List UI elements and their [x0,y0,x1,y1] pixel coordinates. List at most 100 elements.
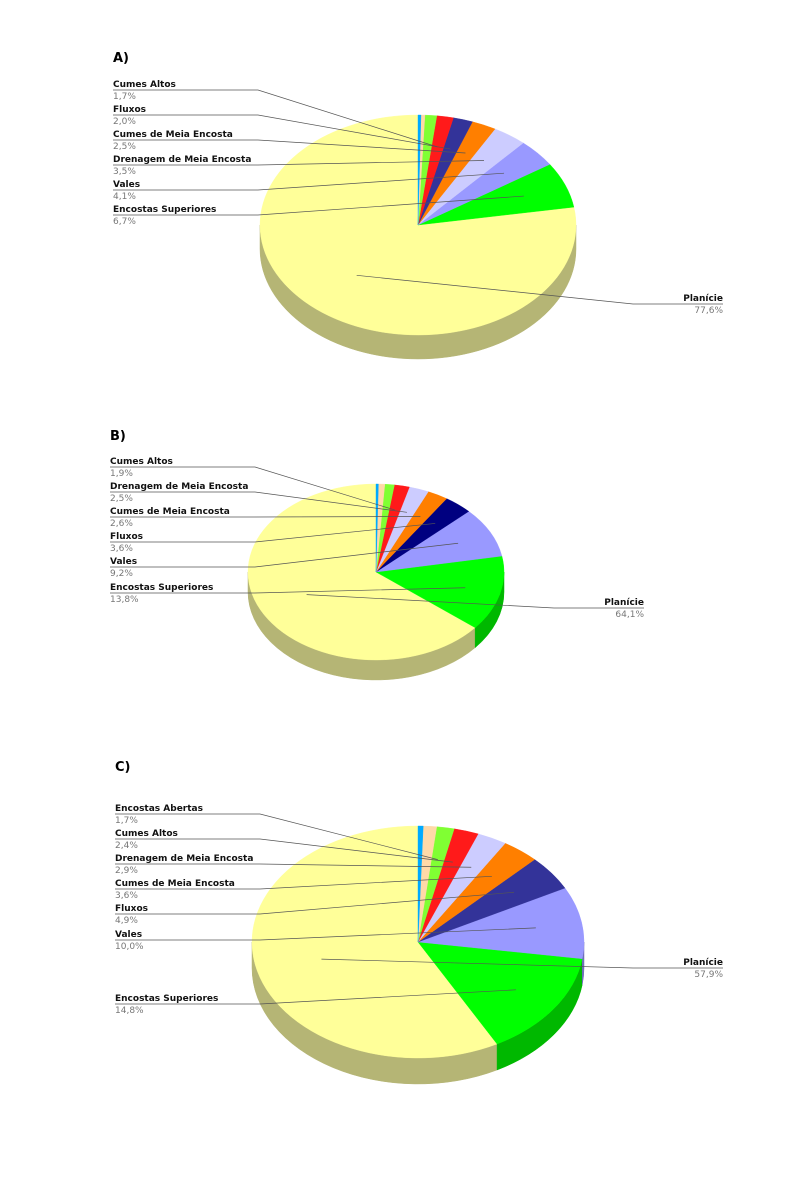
slice-label-cumes-de-meia-encosta: Cumes de Meia Encosta 2,5% [113,130,466,154]
leader-line [110,491,407,513]
category-label: Fluxos [110,532,143,542]
category-label: Vales [110,557,137,567]
value-label: 57,9% [694,970,723,980]
category-label: Planície [683,294,723,304]
value-label: 2,5% [110,494,133,504]
slice-label-vales: Vales 4,1% [113,172,505,202]
slice-label-cumes-altos: Cumes Altos 1,7% [113,80,438,148]
category-label: Cumes de Meia Encosta [113,130,233,140]
category-label: Cumes Altos [113,80,176,90]
pie-slice-encostas-superiores [375,555,505,628]
leader-line [115,863,472,868]
leader-line [113,195,524,216]
category-label: Fluxos [115,904,148,914]
leader-line [113,172,505,191]
slice-label-encostas-superiores: Encostas Superiores 13,8% [110,583,466,605]
leader-line [115,875,492,890]
value-label: 4,9% [115,916,138,926]
slice-label-drenagem-de-meia-encosta: Drenagem de Meia Encosta 2,9% [115,854,472,876]
value-label: 64,1% [615,610,644,620]
pie-slice-minor-9 [417,114,422,226]
value-label: 2,9% [115,866,138,876]
slice-label-fluxos: Fluxos 4,9% [115,891,515,926]
value-label: 6,7% [113,217,136,227]
slice-label-cumes-de-meia-encosta: Cumes de Meia Encosta 2,6% [110,507,421,529]
value-label: 9,2% [110,569,133,579]
category-label: Encostas Superiores [113,205,216,215]
category-label: Planície [604,598,644,608]
pie-slice-planicie [251,825,498,1059]
slice-label-fluxos: Fluxos 3,6% [110,523,436,554]
pie-slice-minor-9 [375,483,379,573]
value-label: 1,7% [113,92,136,102]
leader-line [115,813,438,860]
category-label: Cumes de Meia Encosta [110,507,230,517]
value-label: 2,4% [115,841,138,851]
leader-line [113,89,438,148]
value-label: 1,7% [115,816,138,826]
leader-line [115,989,517,1005]
slice-label-fluxos: Fluxos 2,0% [113,105,451,150]
category-label: Planície [683,958,723,968]
leader-line [110,516,421,518]
pie-chart-1: A) Planície 77,6% Encostas Superiores 6,7% Va… [113,51,723,360]
leader-line [115,838,453,863]
slice-label-encostas-superiores: Encostas Superiores 14,8% [115,989,517,1016]
value-label: 4,1% [113,192,136,202]
leader-line [110,587,466,594]
slice-label-drenagem-de-meia-encosta: Drenagem de Meia Encosta 2,5% [110,482,407,513]
pie-chart-2: B) Planície 64,1% Encostas Superiores 13,8% V… [110,429,644,681]
panel-label: B) [110,429,126,444]
category-label: Encostas Superiores [115,994,218,1004]
leader-line [356,274,723,305]
category-label: Fluxos [113,105,146,115]
category-label: Vales [115,930,142,940]
leader-line [110,466,395,511]
category-label: Cumes Altos [115,829,178,839]
value-label: 13,8% [110,595,139,605]
leader-line [110,523,436,543]
slice-label-cumes-de-meia-encosta: Cumes de Meia Encosta 3,6% [115,875,492,901]
slice-label-planicie: Planície 77,6% [356,274,723,316]
value-label: 2,5% [113,142,136,152]
leader-line [115,891,515,915]
value-label: 3,6% [115,891,138,901]
value-label: 1,9% [110,469,133,479]
value-label: 2,6% [110,519,133,529]
slice-label-cumes-altos: Cumes Altos 1,9% [110,457,395,511]
pie-slice-planicie [247,483,476,661]
category-label: Cumes de Meia Encosta [115,879,235,889]
value-label: 2,0% [113,117,136,127]
slice-label-drenagem-de-meia-encosta: Drenagem de Meia Encosta 3,5% [113,155,485,177]
slice-label-encostas-abertas: Encostas Abertas 1,7% [115,804,438,860]
value-label: 77,6% [694,306,723,316]
slice-label-vales: Vales 10,0% [115,927,536,952]
slice-label-vales: Vales 9,2% [110,542,459,579]
leader-line [110,542,459,568]
category-label: Encostas Superiores [110,583,213,593]
category-label: Encostas Abertas [115,804,203,814]
panel-label: C) [115,760,130,775]
leader-line [321,958,723,969]
leader-line [113,160,485,166]
leader-line [113,114,451,150]
category-label: Drenagem de Meia Encosta [115,854,253,864]
pie-chart-3: C) Planície 57,9% Encostas Superiores 14,8% V… [115,760,723,1085]
category-label: Cumes Altos [110,457,173,467]
category-label: Vales [113,180,140,190]
pie-slice-vales [417,887,585,959]
pie-slice-encostas-superiores [417,941,583,1045]
slice-label-cumes-altos: Cumes Altos 2,4% [115,829,453,863]
leader-line [306,594,644,609]
value-label: 14,8% [115,1006,144,1016]
slice-label-planicie: Planície 64,1% [306,594,644,620]
value-label: 3,5% [113,167,136,177]
value-label: 10,0% [115,942,144,952]
slice-label-encostas-superiores: Encostas Superiores 6,7% [113,195,524,227]
leader-line [115,927,536,941]
category-label: Drenagem de Meia Encosta [113,155,251,165]
slice-label-planicie: Planície 57,9% [321,958,723,980]
value-label: 3,6% [110,544,133,554]
category-label: Drenagem de Meia Encosta [110,482,248,492]
